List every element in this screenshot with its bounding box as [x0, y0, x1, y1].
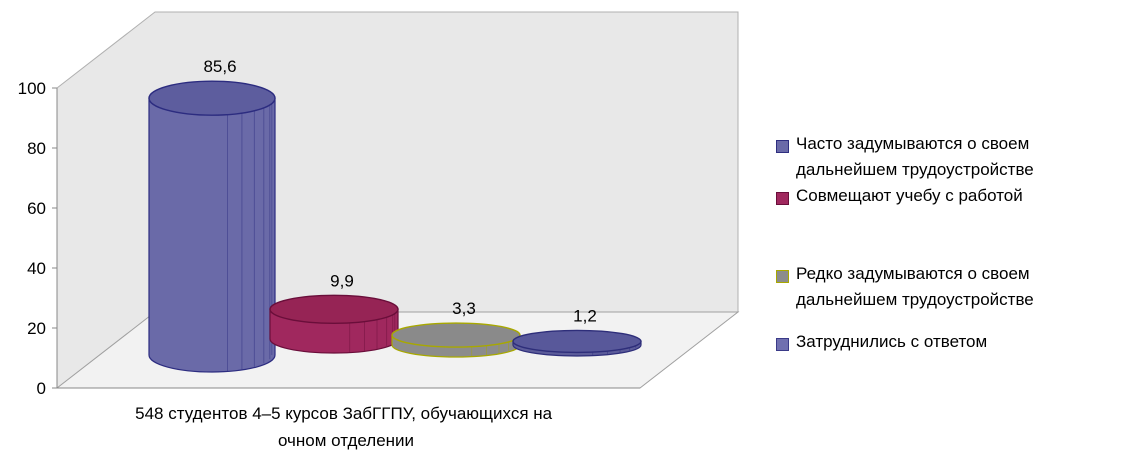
- legend-swatch-1: [776, 192, 789, 205]
- y-tick-label: 80: [27, 139, 46, 158]
- legend-item-2: Редко задумываются о своем дальнейшем тр…: [776, 264, 1116, 313]
- y-tick-label: 100: [18, 79, 46, 98]
- y-tick-label: 40: [27, 259, 46, 278]
- legend-label-3: Затруднились с ответом: [796, 332, 988, 351]
- legend-swatch-0: [776, 140, 789, 153]
- y-tick-label: 60: [27, 199, 46, 218]
- bar-top: [391, 322, 521, 348]
- y-tick-label: 0: [37, 379, 46, 398]
- legend-item-3: Затруднились с ответом: [776, 332, 987, 355]
- y-tick-label: 20: [27, 319, 46, 338]
- data-label-2: 3,3: [452, 299, 476, 318]
- x-category-label: 548 студентов 4–5 курсов ЗабГГПУ, обучаю…: [135, 404, 557, 450]
- data-label-3: 1,2: [573, 306, 597, 325]
- data-label-0: 85,6: [203, 57, 236, 76]
- legend-label-2: Редко задумываются о своем дальнейшем тр…: [796, 264, 1034, 309]
- legend-label-1: Совмещают учебу с работой: [796, 186, 1023, 205]
- bar-2: [391, 322, 521, 358]
- bar-top: [148, 80, 276, 116]
- legend-swatch-3: [776, 338, 789, 351]
- legend-label-0: Часто задумываются о своем дальнейшем тр…: [796, 134, 1034, 179]
- bar-top: [512, 329, 642, 354]
- legend-swatch-2: [776, 270, 789, 283]
- legend-item-1: Совмещают учебу с работой: [776, 186, 1023, 209]
- data-label-1: 9,9: [330, 271, 354, 290]
- legend-item-0: Часто задумываются о своем дальнейшем тр…: [776, 134, 1116, 183]
- bar-top: [269, 294, 399, 324]
- bar-0: [148, 80, 276, 373]
- bar-3: [512, 329, 642, 357]
- bar-body: [148, 97, 276, 373]
- bar-1: [269, 294, 399, 354]
